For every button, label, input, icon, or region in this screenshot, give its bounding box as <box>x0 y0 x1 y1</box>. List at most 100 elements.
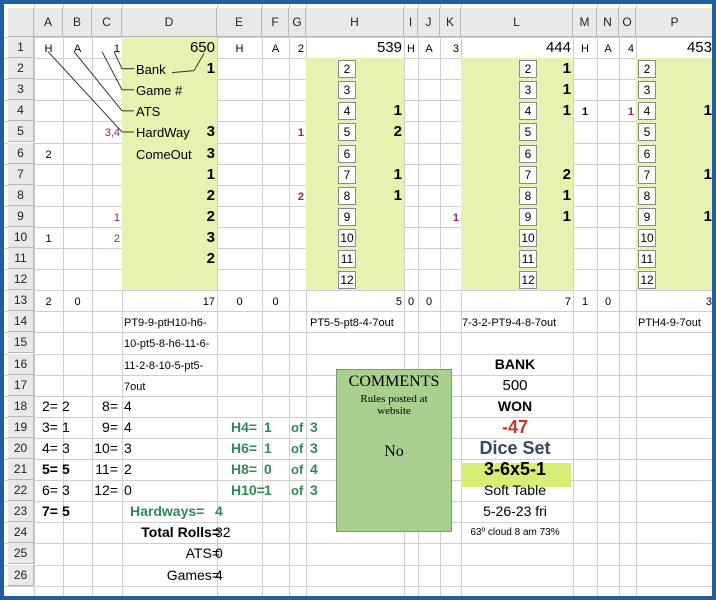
row-header-3[interactable]: 3 <box>8 79 34 101</box>
point-box-l: 12 <box>519 271 537 290</box>
roll-count-value: 5 <box>62 461 70 477</box>
column-header-p[interactable]: P <box>636 8 712 37</box>
col-h-value: 1 <box>393 186 402 204</box>
roll-count-label: 2= <box>42 397 58 414</box>
col-c-value: 3,4 <box>104 127 120 140</box>
row-header-7[interactable]: 7 <box>8 163 34 185</box>
row-header-19[interactable]: 19 <box>8 416 34 438</box>
row-header-26[interactable]: 26 <box>8 564 34 586</box>
games-label: Games= <box>166 566 220 583</box>
col-d-value: 2 <box>206 250 215 267</box>
column-header-j[interactable]: J <box>418 8 440 37</box>
column-header-l[interactable]: L <box>461 8 573 37</box>
col-o-value: 1 <box>627 106 634 119</box>
column-header-i[interactable]: I <box>404 8 418 37</box>
grid-line-v <box>289 4 290 596</box>
row-header-16[interactable]: 16 <box>8 353 34 375</box>
column-header-n[interactable]: N <box>597 8 619 37</box>
bank-point-value: 1 <box>206 60 215 78</box>
roll-count-value: 2 <box>62 397 70 414</box>
row-header-24[interactable]: 24 <box>8 522 34 544</box>
point-box-h: 7 <box>338 165 356 184</box>
row-header-17[interactable]: 17 <box>8 374 34 396</box>
cell-r1-h: 539 <box>376 39 402 56</box>
cell-r13-a: 2 <box>45 296 52 309</box>
row-header-12[interactable]: 12 <box>8 269 34 291</box>
roll-sequence-3: 7-3-2-PT9-4-8-7out <box>462 317 557 330</box>
row-header-14[interactable]: 14 <box>8 311 34 333</box>
col-p-value: 1 <box>703 165 712 183</box>
col-a-value: 2 <box>45 148 52 161</box>
hardway-label: H10= <box>231 482 265 499</box>
roll-count-value: 3 <box>62 482 70 499</box>
row-header-22[interactable]: 22 <box>8 480 34 502</box>
column-header-g[interactable]: G <box>289 8 306 37</box>
legend-game: Game # <box>136 83 183 99</box>
roll-sequence-1: 10-pt5-8-h6-11-6- <box>124 338 210 351</box>
point-box-p: 11 <box>638 250 656 269</box>
row-header-4[interactable]: 4 <box>8 100 34 122</box>
hardways-total-label: Hardways= <box>130 503 205 520</box>
grid-line-h <box>4 585 712 587</box>
point-box-h: 11 <box>338 250 356 269</box>
col-d-value: 3 <box>206 123 215 141</box>
cell-r13-m: 1 <box>581 296 589 309</box>
cell-r1-n: A <box>604 43 612 55</box>
col-h-value: 1 <box>393 165 402 183</box>
cell-r1-m: H <box>581 43 589 55</box>
row-header-15[interactable]: 15 <box>8 332 34 354</box>
column-header-a[interactable]: A <box>34 8 63 37</box>
column-header-e[interactable]: E <box>217 8 262 37</box>
cell-r1-b: A <box>73 43 82 55</box>
roll-sequence-4: PTH4-9-7out <box>638 317 701 330</box>
row-header-21[interactable]: 21 <box>8 459 34 481</box>
column-header-m[interactable]: M <box>573 8 597 37</box>
cell-r1-l: 444 <box>545 39 571 56</box>
grid-line-v <box>306 4 307 596</box>
grid-line-h <box>4 37 712 38</box>
bank-value: 500 <box>502 376 528 394</box>
column-header-h[interactable]: H <box>306 8 404 37</box>
won-value: -47 <box>501 416 528 437</box>
column-header-b[interactable]: B <box>63 8 92 37</box>
column-header-f[interactable]: F <box>262 8 289 37</box>
row-header-11[interactable]: 11 <box>8 248 34 270</box>
row-header-6[interactable]: 6 <box>8 142 34 164</box>
roll-count-label: 10= <box>94 439 118 456</box>
weather-note: 63º cloud 8 am 73% <box>470 527 560 539</box>
column-header-c[interactable]: C <box>92 8 122 37</box>
row-header-8[interactable]: 8 <box>8 184 34 206</box>
connector-line <box>101 51 123 90</box>
roll-count-label: 12= <box>94 482 118 499</box>
point-box-p: 9 <box>638 207 656 226</box>
cell-r1-k: 3 <box>452 43 459 55</box>
point-box-p: 4 <box>638 102 656 121</box>
point-box-h: 8 <box>338 186 356 205</box>
row-header-5[interactable]: 5 <box>8 121 34 143</box>
row-header-18[interactable]: 18 <box>8 395 34 417</box>
connector-line <box>171 70 195 74</box>
grid-line-v <box>714 4 715 600</box>
cell-r13-f: 0 <box>272 296 279 309</box>
row-header-20[interactable]: 20 <box>8 437 34 459</box>
hardways-total-value: 4 <box>215 503 223 520</box>
roll-count-value: 3 <box>62 439 70 456</box>
row-header-23[interactable]: 23 <box>8 501 34 523</box>
col-l-value: 1 <box>562 60 571 78</box>
row-header-9[interactable]: 9 <box>8 205 34 227</box>
column-header-o[interactable]: O <box>619 8 636 37</box>
col-d-value: 3 <box>206 144 215 162</box>
hardway-label: H8= <box>231 461 258 477</box>
point-box-p: 5 <box>638 123 656 142</box>
roll-count-label: 4= <box>42 439 58 456</box>
cell-r13-n: 0 <box>604 296 612 309</box>
column-header-d[interactable]: D <box>122 8 217 37</box>
column-header-k[interactable]: K <box>440 8 461 37</box>
row-header-13[interactable]: 13 <box>8 290 34 312</box>
row-header-25[interactable]: 25 <box>8 543 34 565</box>
row-header-1[interactable]: 1 <box>8 37 34 59</box>
grid-line-v <box>636 4 637 596</box>
row-header-2[interactable]: 2 <box>8 58 34 80</box>
corner-cell[interactable] <box>8 8 34 37</box>
row-header-10[interactable]: 10 <box>8 226 34 248</box>
